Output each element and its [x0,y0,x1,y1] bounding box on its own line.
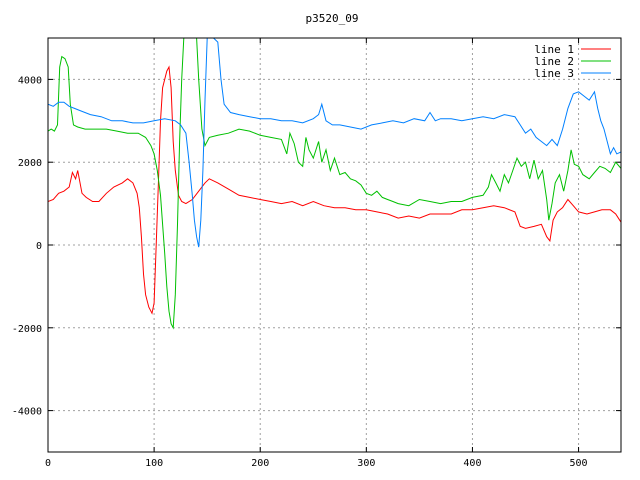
y-tick-label: -2000 [12,324,42,335]
series-lines [48,38,621,330]
legend-label-3: line 3 [534,67,574,80]
grid-lines [48,38,621,452]
y-tick-label: -4000 [12,407,42,418]
legend-label-2: line 2 [534,55,574,68]
x-tick-label: 300 [357,458,375,469]
x-tick-label: 200 [251,458,269,469]
chart-title: p3520_09 [306,12,359,25]
legend-label-1: line 1 [534,43,574,56]
y-tick-label: 4000 [18,75,42,86]
y-tick-label: 0 [36,241,42,252]
plot-frame [47,37,622,453]
x-tick-label: 0 [45,458,51,469]
x-tick-label: 500 [570,458,588,469]
x-tick-label: 400 [463,458,481,469]
y-tick-label: 2000 [18,158,42,169]
series-line-3 [48,38,621,248]
series-line-1 [48,65,621,315]
axis-ticks: 0 100 200 300 400 500 -4000 -2000 0 2000 4000 [12,38,621,469]
series-line-2 [48,38,621,330]
x-tick-label: 100 [145,458,163,469]
